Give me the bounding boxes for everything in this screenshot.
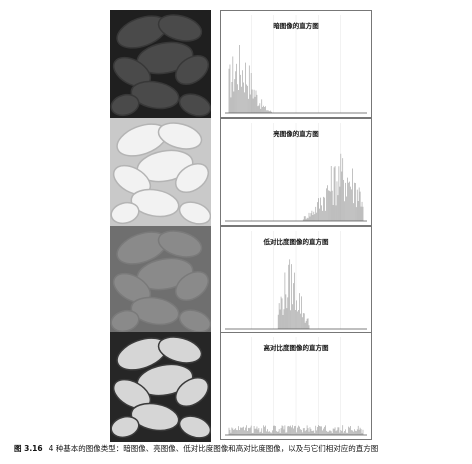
pollen-grain [110,93,140,117]
pollen-grain [174,162,210,194]
high-contrast-image [110,332,211,442]
dark-histogram: 暗图像的直方图 [220,10,372,118]
low-contrast-histogram-plot [225,231,367,330]
pollen-grain [178,201,211,225]
pollen-grain [157,336,203,364]
low-contrast-histogram-title: 低对比度图像的直方图 [263,238,329,246]
dark-histogram-plot [225,15,367,114]
pollen-grain [174,376,210,408]
pollen-grain [110,415,140,439]
low-contrast-image [110,226,211,336]
pollen-grain [157,122,203,150]
dark-histogram-title: 暗图像的直方图 [273,22,319,30]
panel-low-contrast: 低对比度图像的直方图 [110,226,372,336]
pollen-grain [174,270,210,302]
bright-histogram-plot [225,123,367,222]
figure-caption: 图 3.16 4 种基本的图像类型：暗图像、亮图像、低对比度图像和高对比度图像，以… [14,443,464,454]
pollen-grain [178,415,211,439]
pollen-grain [130,296,180,326]
pollen-grain [157,14,203,42]
high-contrast-histogram: 高对比度图像的直方图 [220,332,372,440]
low-contrast-pollen-image [110,226,211,336]
pollen-grain [178,93,211,117]
dark-pollen-image [110,10,211,120]
figure-number: 图 3.16 [14,444,43,453]
dark-image [110,10,211,120]
bright-histogram: 亮图像的直方图 [220,118,372,226]
high-contrast-histogram-plot [225,337,367,436]
pollen-grain [178,309,211,333]
pollen-grain [110,309,140,333]
pollen-grain [130,80,180,110]
pollen-grain [130,402,180,432]
panel-bright: 亮图像的直方图 [110,118,372,228]
bright-pollen-image [110,118,211,228]
pollen-grain [157,230,203,258]
figure-caption-text: 4 种基本的图像类型：暗图像、亮图像、低对比度图像和高对比度图像，以及与它们相对… [48,444,379,453]
bright-image [110,118,211,228]
high-contrast-pollen-image [110,332,211,442]
pollen-grain [174,54,210,86]
low-contrast-histogram: 低对比度图像的直方图 [220,226,372,334]
pollen-grain [110,201,140,225]
pollen-grain [130,188,180,218]
panel-high-contrast: 高对比度图像的直方图 [110,332,372,442]
bright-histogram-title: 亮图像的直方图 [273,130,319,138]
panel-dark: 暗图像的直方图 [110,10,372,120]
high-contrast-histogram-title: 高对比度图像的直方图 [263,344,329,352]
